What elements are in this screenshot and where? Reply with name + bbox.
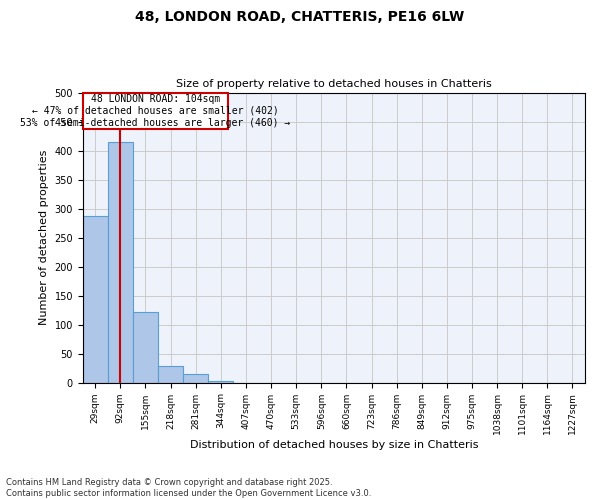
Text: 53% of semi-detached houses are larger (460) →: 53% of semi-detached houses are larger (… bbox=[20, 118, 290, 128]
Text: Contains HM Land Registry data © Crown copyright and database right 2025.
Contai: Contains HM Land Registry data © Crown c… bbox=[6, 478, 371, 498]
X-axis label: Distribution of detached houses by size in Chatteris: Distribution of detached houses by size … bbox=[190, 440, 478, 450]
Text: ← 47% of detached houses are smaller (402): ← 47% of detached houses are smaller (40… bbox=[32, 106, 279, 116]
Bar bbox=[108, 142, 133, 382]
Text: 48, LONDON ROAD, CHATTERIS, PE16 6LW: 48, LONDON ROAD, CHATTERIS, PE16 6LW bbox=[136, 10, 464, 24]
Title: Size of property relative to detached houses in Chatteris: Size of property relative to detached ho… bbox=[176, 79, 492, 89]
Text: 48 LONDON ROAD: 104sqm: 48 LONDON ROAD: 104sqm bbox=[91, 94, 220, 104]
FancyBboxPatch shape bbox=[83, 92, 229, 128]
Bar bbox=[133, 312, 158, 382]
Bar bbox=[158, 366, 183, 382]
Y-axis label: Number of detached properties: Number of detached properties bbox=[39, 150, 49, 326]
Bar bbox=[83, 216, 108, 382]
Bar bbox=[183, 374, 208, 382]
